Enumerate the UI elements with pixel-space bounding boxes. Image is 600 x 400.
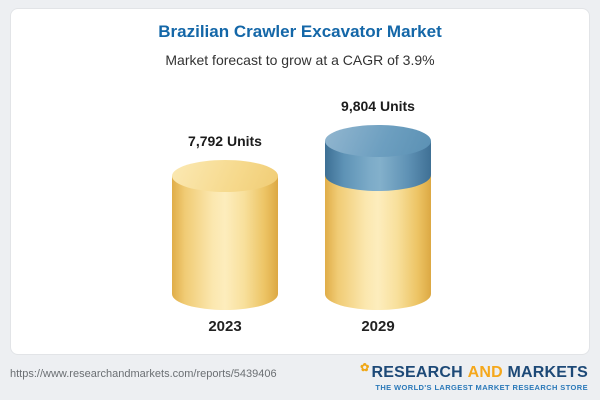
logo-tagline: THE WORLD'S LARGEST MARKET RESEARCH STOR…	[375, 383, 588, 392]
chart-card	[10, 8, 590, 355]
bar-2023-cylinder	[172, 160, 278, 310]
bar-2029-value-label: 9,804 Units	[341, 98, 415, 114]
logo-starburst-icon: ✿	[360, 362, 370, 374]
chart-subtitle: Market forecast to grow at a CAGR of 3.9…	[165, 52, 435, 68]
bar-2029-cylinder-body	[325, 175, 431, 310]
bar-2029-cylinder	[325, 125, 431, 310]
bar-2023-value-label: 7,792 Units	[188, 133, 262, 149]
chart-title: Brazilian Crawler Excavator Market	[158, 22, 442, 41]
bar-2029-growth-segment-top-ellipse	[325, 125, 431, 157]
research-and-markets-logo: ✿ RESEARCH AND MARKETS THE WORLD'S LARGES…	[360, 359, 588, 392]
bar-2023-cylinder-body	[172, 176, 278, 310]
bar-2023-category-label: 2023	[208, 318, 242, 335]
logo-wordmark: ✿ RESEARCH AND MARKETS	[360, 359, 588, 382]
logo-word-research: RESEARCH	[371, 364, 463, 381]
report-url: https://www.researchandmarkets.com/repor…	[10, 368, 277, 380]
logo-word-markets: MARKETS	[507, 364, 588, 381]
bar-2023-cylinder-top-ellipse	[172, 160, 278, 192]
bar-2029-category-label: 2029	[361, 318, 395, 335]
logo-word-and: AND	[467, 364, 503, 381]
